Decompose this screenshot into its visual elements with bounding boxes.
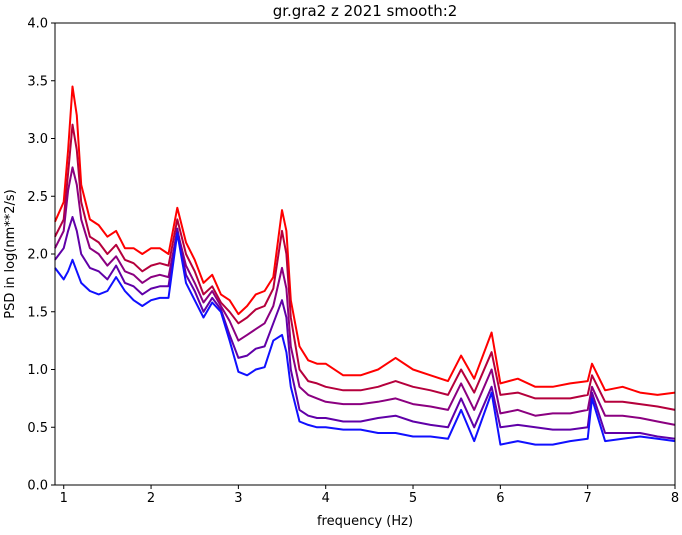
series-line-5 — [54, 232, 676, 446]
y-tick-label: 3.0 — [27, 132, 48, 147]
x-tick-label: 8 — [671, 491, 679, 506]
x-tick-label: 7 — [584, 491, 592, 506]
series-line-3 — [54, 166, 676, 426]
y-tick-label: 2.0 — [27, 248, 48, 263]
x-tick-label: 3 — [234, 491, 242, 506]
series-line-1 — [54, 85, 676, 396]
plot-frame — [54, 22, 676, 486]
series-line-2 — [54, 123, 676, 411]
x-tick-label: 1 — [60, 491, 68, 506]
x-axis: 1 2 3 4 5 6 7 8 — [60, 485, 679, 506]
y-tick-label: 3.5 — [27, 74, 48, 89]
y-tick-label: 2.5 — [27, 190, 48, 205]
y-axis: 0.0 0.5 1.0 1.5 2.0 2.5 3.0 3.5 4.0 — [27, 17, 55, 494]
series-line-4 — [54, 216, 676, 440]
y-tick-label: 0.0 — [27, 479, 48, 494]
y-tick-label: 1.0 — [27, 363, 48, 378]
x-tick-label: 6 — [496, 491, 504, 506]
x-tick-label: 4 — [322, 491, 330, 506]
y-tick-label: 4.0 — [27, 17, 48, 32]
plot-lines — [54, 85, 676, 446]
chart-title: gr.gra2 z 2021 smooth:2 — [273, 2, 458, 20]
y-axis-label: PSD in log(nm**2/s) — [3, 189, 18, 319]
x-tick-label: 2 — [147, 491, 155, 506]
y-tick-label: 1.5 — [27, 305, 48, 320]
x-axis-label: frequency (Hz) — [317, 514, 413, 529]
x-tick-label: 5 — [409, 491, 417, 506]
y-tick-label: 0.5 — [27, 421, 48, 436]
